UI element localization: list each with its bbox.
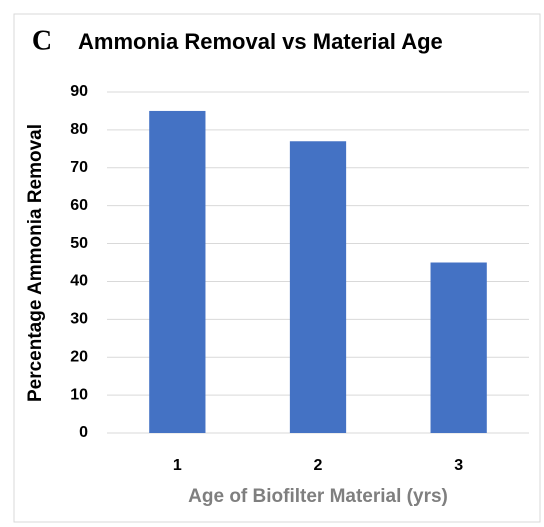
bar	[430, 262, 487, 433]
y-tick-label: 20	[70, 348, 88, 365]
y-axis-label: Percentage Ammonia Removal	[25, 124, 46, 402]
chart-title: Ammonia Removal vs Material Age	[78, 29, 443, 54]
y-tick-label: 30	[70, 311, 88, 328]
y-tick-label: 10	[70, 386, 88, 403]
panel-label: C	[32, 25, 52, 56]
x-tick-label: 3	[454, 457, 463, 474]
bar	[289, 141, 347, 433]
y-tick-label: 80	[70, 121, 88, 138]
y-tick-label: 90	[70, 83, 88, 100]
y-tick-label: 60	[70, 197, 88, 214]
y-tick-label: 50	[70, 235, 88, 252]
x-tick-label: 2	[314, 457, 323, 474]
y-tick-label: 70	[70, 159, 88, 176]
x-axis-label: Age of Biofilter Material (yrs)	[188, 486, 448, 507]
bar	[149, 110, 206, 433]
y-tick-label: 0	[79, 424, 88, 441]
y-tick-label: 40	[70, 273, 88, 290]
x-tick-label: 1	[173, 457, 182, 474]
